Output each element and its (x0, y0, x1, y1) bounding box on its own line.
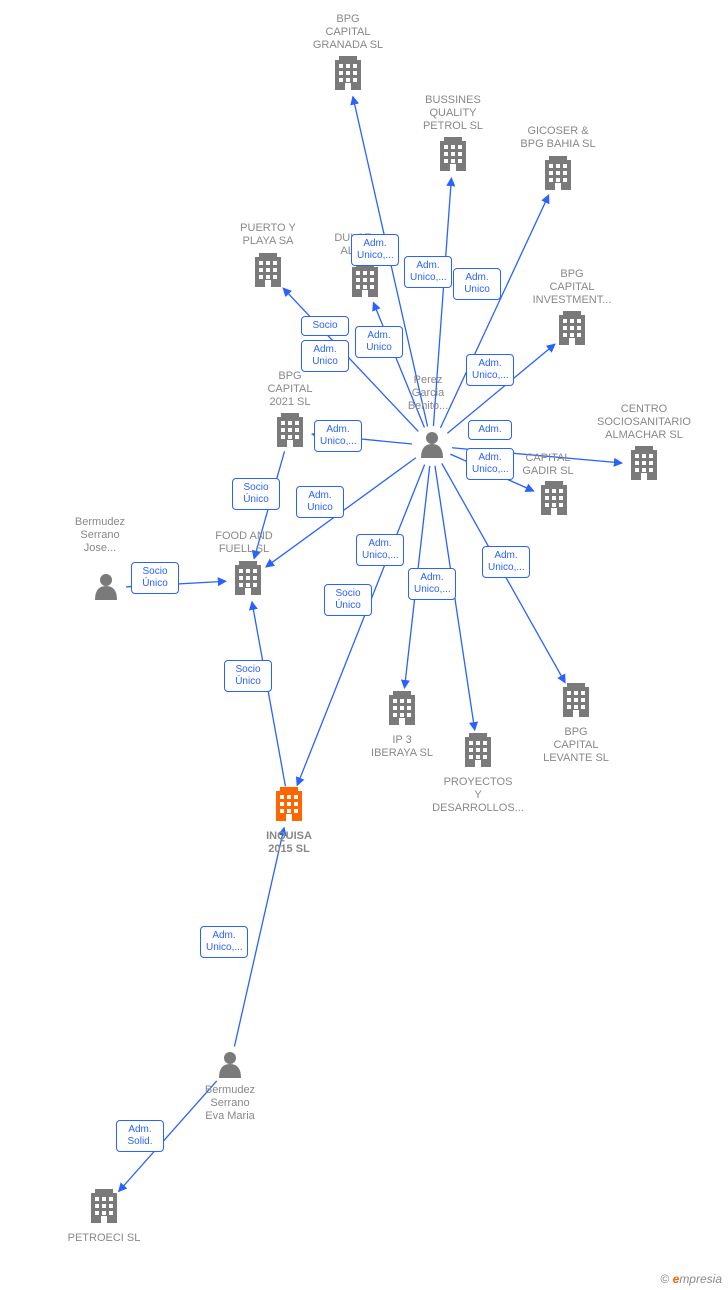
building-icon[interactable] (335, 56, 361, 90)
edge (404, 466, 429, 688)
edge (452, 448, 622, 463)
building-icon[interactable] (276, 787, 302, 821)
edge (283, 288, 418, 431)
edge (126, 581, 226, 587)
edge (252, 602, 286, 787)
person-icon[interactable] (421, 432, 443, 458)
building-icon[interactable] (277, 413, 303, 447)
network-svg (0, 0, 728, 1290)
edge (450, 454, 534, 491)
edge (373, 302, 424, 427)
building-icon[interactable] (352, 263, 378, 297)
edge (297, 465, 424, 786)
building-icon[interactable] (563, 683, 589, 717)
building-icon[interactable] (255, 253, 281, 287)
edge (119, 1081, 217, 1192)
edge (234, 827, 284, 1046)
edge (254, 451, 285, 559)
edge (312, 434, 412, 444)
building-icon[interactable] (541, 481, 567, 515)
building-icon[interactable] (389, 691, 415, 725)
building-icon[interactable] (440, 137, 466, 171)
building-icon[interactable] (91, 1189, 117, 1223)
building-icon[interactable] (631, 446, 657, 480)
brand-rest: mpresia (679, 1272, 722, 1286)
edge (447, 344, 555, 433)
copyright-symbol: © (660, 1272, 669, 1286)
edge (435, 466, 475, 730)
copyright: © empresia (660, 1272, 722, 1286)
building-icon[interactable] (559, 311, 585, 345)
person-icon[interactable] (219, 1052, 241, 1078)
edge (266, 458, 416, 567)
edge (353, 96, 428, 426)
edge (433, 178, 451, 426)
building-icon[interactable] (235, 561, 261, 595)
person-icon[interactable] (95, 574, 117, 600)
edge (440, 195, 548, 428)
building-icon[interactable] (465, 733, 491, 767)
building-icon[interactable] (545, 156, 571, 190)
